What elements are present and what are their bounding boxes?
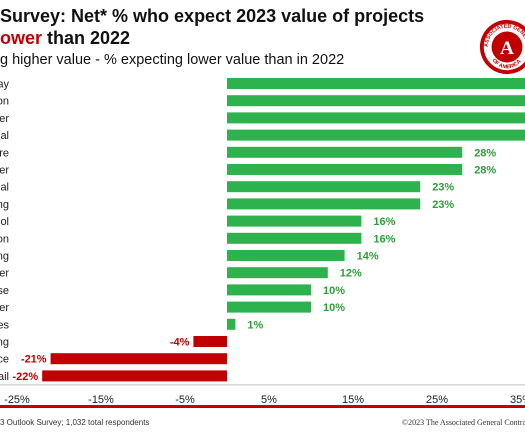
data-label: 10% xyxy=(323,302,345,314)
data-label: 14% xyxy=(357,251,379,263)
category-label: er xyxy=(0,113,9,125)
category-label: al xyxy=(0,130,9,142)
category-label: ng xyxy=(0,337,9,349)
category-label: ng xyxy=(0,199,9,211)
title-rest: than 2022 xyxy=(42,28,131,48)
category-label: on xyxy=(0,96,9,108)
agc-seal-icon: ASSOCIATED GENERAL CONT OF AMERICA A xyxy=(478,18,525,75)
data-label: 16% xyxy=(373,216,395,228)
bar xyxy=(42,370,228,382)
x-tick-label: 35% xyxy=(510,394,525,405)
data-label: -22% xyxy=(13,371,39,383)
category-labels: ay on er al re er al ng ol on ng er se er es ng ce ail xyxy=(0,79,9,383)
x-tick-label: -25% xyxy=(4,394,30,405)
bar xyxy=(227,215,362,227)
category-label: ail xyxy=(0,371,9,383)
data-label: 28% xyxy=(474,165,496,177)
category-label: er xyxy=(0,165,9,177)
title-red-word: ower xyxy=(0,28,43,48)
bar xyxy=(227,198,421,210)
x-tick-label: 5% xyxy=(261,394,277,405)
bar xyxy=(227,146,463,158)
category-label: ol xyxy=(0,216,9,228)
bar xyxy=(227,78,525,89)
bars xyxy=(42,78,525,382)
bar xyxy=(227,95,525,107)
bar xyxy=(227,164,463,175)
data-label: 23% xyxy=(432,182,454,194)
x-tick-label: -15% xyxy=(88,394,114,405)
data-label: 10% xyxy=(323,285,345,297)
bar xyxy=(193,336,227,347)
bar-chart: ay on er al re er al ng ol on ng er se er es ng ce ail 28… xyxy=(0,78,525,405)
category-label: al xyxy=(0,182,9,194)
category-label: er xyxy=(0,302,9,314)
data-labels: 28% 28% 23% 23% 16% 16% 14% 12% 10% 10% 1% -4% -21% -… xyxy=(13,147,497,383)
data-label: -21% xyxy=(21,354,47,366)
category-label: ng xyxy=(0,251,9,263)
bar xyxy=(227,232,362,244)
bar xyxy=(227,129,525,141)
chart-title-line2: ower than 2022 xyxy=(0,28,130,49)
bar xyxy=(227,301,311,313)
logo-letter: A xyxy=(500,38,514,59)
chart-subtitle: g higher value - % expecting lower value… xyxy=(0,52,345,68)
data-label: 12% xyxy=(340,268,362,280)
footer-copyright: ©2023 The Associated General Contra xyxy=(402,418,525,427)
category-label: se xyxy=(0,285,9,297)
bar xyxy=(227,112,525,124)
data-label: 23% xyxy=(432,199,454,211)
bar xyxy=(227,250,345,261)
x-tick-label: 15% xyxy=(342,394,364,405)
category-label: es xyxy=(0,319,9,331)
footer-rule xyxy=(0,405,525,408)
category-label: on xyxy=(0,233,9,245)
x-tick-labels: -25% -15% -5% 5% 15% 25% 35% xyxy=(4,394,525,405)
category-label: ay xyxy=(0,79,9,91)
data-label: 16% xyxy=(373,233,395,245)
bar xyxy=(227,181,421,193)
bar xyxy=(227,318,236,330)
category-label: re xyxy=(0,147,9,159)
data-label: 1% xyxy=(247,319,263,331)
bar xyxy=(50,353,227,365)
chart-title-line1: Survey: Net* % who expect 2023 value of … xyxy=(0,6,425,26)
bar xyxy=(227,267,328,279)
footer-source: 3 Outlook Survey; 1,032 total respondent… xyxy=(0,418,150,427)
category-label: ce xyxy=(0,354,9,366)
x-tick-label: 25% xyxy=(426,394,448,405)
category-label: er xyxy=(0,268,9,280)
x-tick-label: -5% xyxy=(175,394,195,405)
bar xyxy=(227,284,311,296)
data-label: 28% xyxy=(474,147,496,159)
data-label: -4% xyxy=(170,337,190,349)
